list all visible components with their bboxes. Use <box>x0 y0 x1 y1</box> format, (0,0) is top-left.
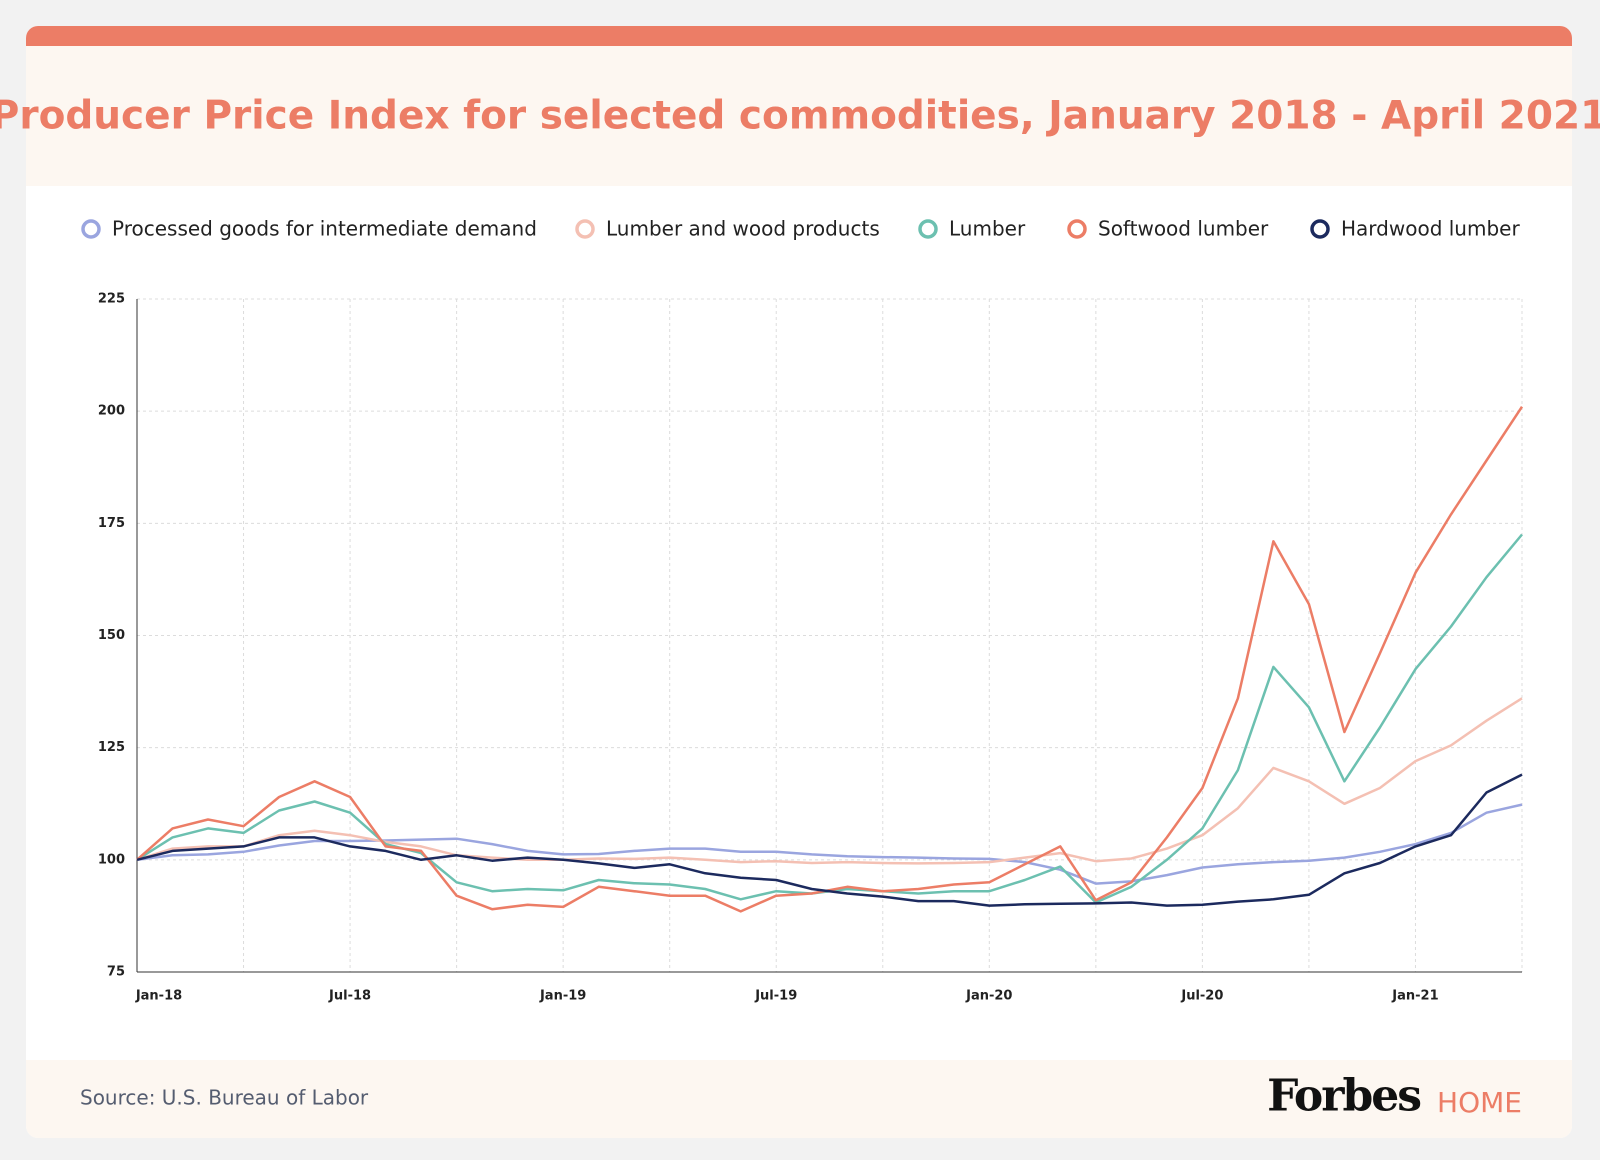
legend-marker <box>1067 219 1087 239</box>
card <box>26 26 1572 1138</box>
brand-sub: HOME <box>1437 1086 1522 1119</box>
series-line <box>136 697 1523 865</box>
legend-label: Lumber <box>949 217 1026 241</box>
legend-label: Softwood lumber <box>1098 217 1269 241</box>
footer <box>26 1060 1572 1138</box>
legend-marker <box>575 219 595 239</box>
legend-marker <box>81 219 101 239</box>
y-tick-label: 75 <box>107 965 125 980</box>
x-tick-label: Jan-18 <box>135 989 182 1004</box>
header <box>26 46 1572 186</box>
legend-label: Hardwood lumber <box>1341 217 1520 241</box>
series-line <box>136 803 1523 885</box>
y-tick-label: 100 <box>98 852 125 867</box>
legend-label: Processed goods for intermediate demand <box>112 217 537 241</box>
series-line <box>136 773 1523 907</box>
y-tick-label: 175 <box>98 516 125 531</box>
x-tick-label: Jul-20 <box>1180 989 1223 1004</box>
legend-marker <box>1310 219 1330 239</box>
x-tick-label: Jul-18 <box>328 989 371 1004</box>
y-tick-label: 225 <box>98 292 125 307</box>
y-tick-label: 200 <box>98 404 125 419</box>
y-tick-label: 150 <box>98 628 125 643</box>
legend-label: Lumber and wood products <box>606 217 880 241</box>
source: Source: U.S. Bureau of Labor <box>80 1086 369 1110</box>
chart-title: Producer Price Index for selected commod… <box>0 94 1600 139</box>
top-bar <box>26 26 1572 46</box>
x-tick-label: Jan-21 <box>1391 989 1438 1004</box>
x-tick-label: Jul-19 <box>754 989 797 1004</box>
x-tick-label: Jan-20 <box>965 989 1012 1004</box>
x-tick-label: Jan-19 <box>539 989 586 1004</box>
y-tick-label: 125 <box>98 740 125 755</box>
legend-marker <box>918 219 938 239</box>
brand: Forbes <box>1267 1071 1420 1122</box>
